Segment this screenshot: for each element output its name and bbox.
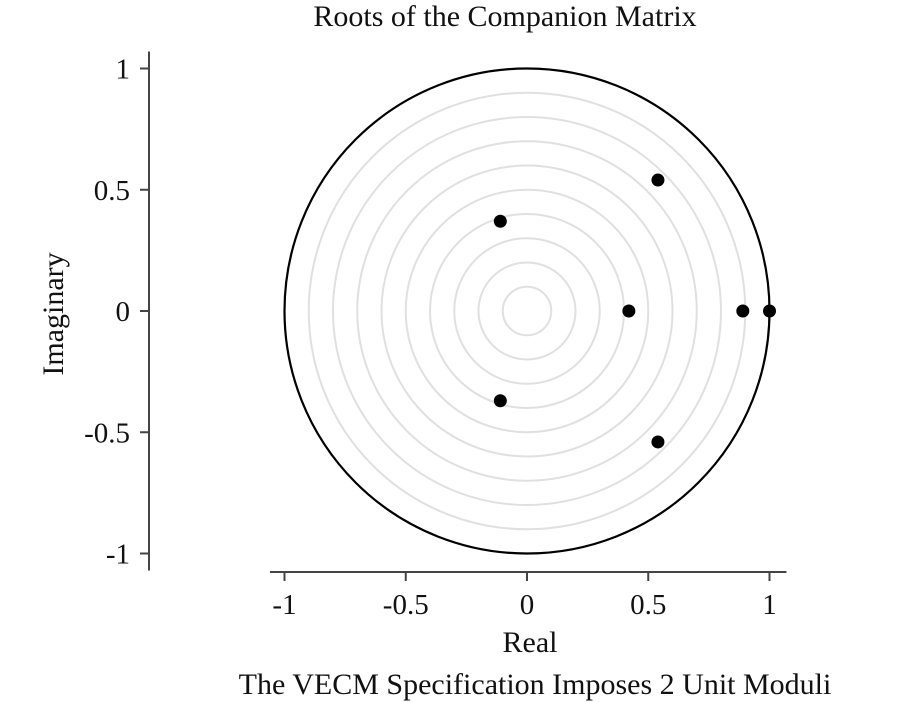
root-points bbox=[493, 173, 776, 449]
root-point-3 bbox=[736, 304, 750, 318]
y-tick-label-1: 0.5 bbox=[94, 175, 130, 207]
x-tick-label-2: 0 bbox=[520, 589, 535, 621]
grid-circle-6 bbox=[356, 140, 698, 482]
root-point-2 bbox=[622, 304, 636, 318]
x-axis-title: Real bbox=[503, 626, 558, 659]
x-tick-label-4: 1 bbox=[762, 589, 777, 621]
grid-circle-7 bbox=[332, 116, 722, 506]
y-tick-label-0: 1 bbox=[116, 54, 131, 86]
x-tick-label-1: -0.5 bbox=[383, 589, 429, 621]
grid-circle-1 bbox=[477, 261, 577, 361]
root-point-0 bbox=[651, 173, 665, 187]
grid-circle-5 bbox=[380, 164, 674, 458]
y-tick-label-4: -1 bbox=[106, 539, 130, 571]
root-point-6 bbox=[651, 435, 665, 449]
y-axis-title: Imaginary bbox=[37, 252, 70, 375]
root-point-4 bbox=[763, 304, 776, 318]
grid-circle-3 bbox=[429, 213, 625, 409]
x-axis-ticks: -1 -0.5 0 0.5 1 bbox=[272, 572, 777, 621]
x-tick-label-0: -1 bbox=[272, 589, 296, 621]
grid-circle-2 bbox=[453, 237, 601, 385]
root-point-1 bbox=[493, 214, 507, 228]
grid-circle-8 bbox=[307, 91, 747, 531]
y-axis-ticks: 1 0.5 0 -0.5 -1 bbox=[84, 54, 149, 571]
grid-circle-0 bbox=[501, 285, 553, 337]
chart-note: The VECM Specification Imposes 2 Unit Mo… bbox=[239, 668, 832, 701]
y-tick-label-3: -0.5 bbox=[84, 417, 130, 449]
grid-circles bbox=[307, 91, 747, 531]
root-point-5 bbox=[493, 394, 507, 408]
grid-circle-4 bbox=[404, 188, 650, 434]
y-tick-label-2: 0 bbox=[116, 296, 131, 328]
x-tick-label-3: 0.5 bbox=[630, 589, 666, 621]
chart-title: Roots of the Companion Matrix bbox=[313, 0, 696, 33]
